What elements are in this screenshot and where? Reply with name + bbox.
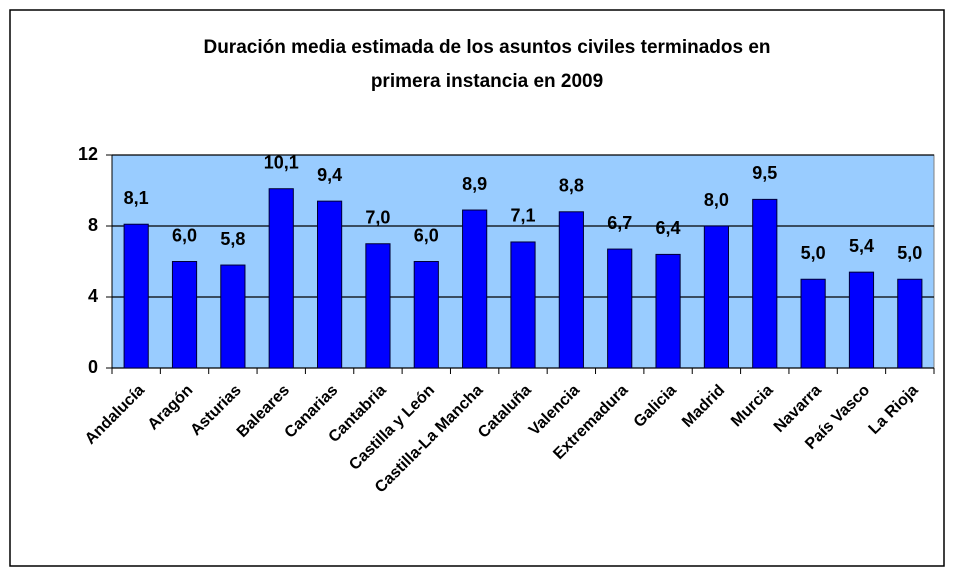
- bar: [655, 253, 681, 369]
- bar: [462, 209, 488, 369]
- bar: [413, 261, 439, 369]
- bar: [171, 261, 198, 369]
- bar: [558, 211, 584, 369]
- value-label: 9,4: [317, 165, 342, 185]
- bar: [123, 223, 149, 369]
- value-label: 6,7: [607, 213, 632, 233]
- value-label: 8,9: [462, 174, 487, 194]
- chart-title: Duración media estimada de los asuntos c…: [203, 37, 770, 58]
- bar: [317, 200, 343, 369]
- value-label: 5,8: [220, 229, 245, 249]
- value-label: 5,4: [849, 236, 874, 256]
- bar: [268, 188, 294, 369]
- value-label: 9,5: [752, 163, 777, 183]
- chart-title: primera instancia en 2009: [371, 71, 603, 92]
- value-label: 8,1: [124, 188, 149, 208]
- bar: [848, 271, 875, 369]
- value-label: 7,1: [510, 206, 535, 226]
- value-label: 6,0: [414, 225, 439, 245]
- value-label: 10,1: [264, 152, 299, 172]
- bar: [365, 243, 391, 369]
- bar: [220, 264, 246, 369]
- bar: [703, 225, 730, 369]
- value-label: 8,8: [559, 176, 584, 196]
- bar: [897, 278, 923, 369]
- value-label: 8,0: [704, 190, 729, 210]
- bar: [752, 198, 778, 369]
- bar: [510, 241, 536, 369]
- y-tick-label: 8: [88, 215, 98, 235]
- y-tick-label: 0: [88, 357, 98, 377]
- value-label: 5,0: [801, 243, 826, 263]
- bar: [607, 248, 633, 369]
- y-tick-label: 4: [88, 286, 98, 306]
- value-label: 7,0: [365, 208, 390, 228]
- y-tick-label: 12: [78, 144, 98, 164]
- value-label: 6,0: [172, 225, 197, 245]
- value-label: 5,0: [897, 243, 922, 263]
- value-label: 6,4: [656, 218, 681, 238]
- bar: [800, 278, 826, 369]
